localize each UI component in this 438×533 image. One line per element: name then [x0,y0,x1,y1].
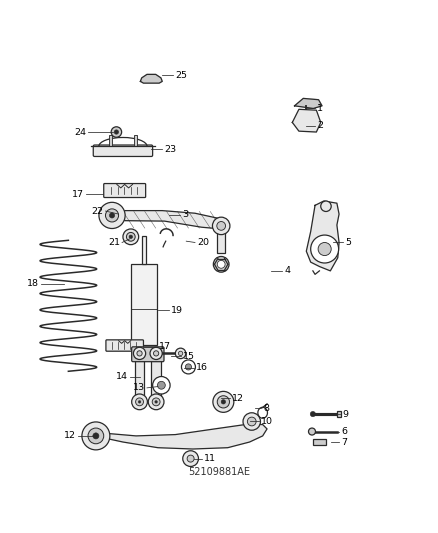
Text: 14: 14 [116,372,128,381]
Polygon shape [95,425,267,449]
Circle shape [318,243,331,256]
Text: 4: 4 [285,266,290,276]
Text: 9: 9 [343,409,349,418]
Circle shape [152,398,160,406]
Circle shape [129,235,133,239]
Circle shape [213,391,234,413]
Circle shape [212,217,230,235]
FancyBboxPatch shape [132,347,164,362]
Circle shape [183,451,198,466]
Circle shape [217,395,230,408]
Text: 20: 20 [197,238,209,247]
Circle shape [123,229,139,245]
Circle shape [88,428,104,444]
Circle shape [136,398,144,406]
Bar [131,264,157,345]
FancyBboxPatch shape [104,183,146,198]
FancyBboxPatch shape [93,145,152,157]
Circle shape [181,360,195,374]
Polygon shape [294,99,322,108]
Bar [313,439,325,445]
Circle shape [175,348,186,359]
Text: 17: 17 [159,342,171,351]
Bar [141,236,146,264]
Circle shape [106,209,119,222]
Text: 10: 10 [261,417,273,426]
Circle shape [127,232,135,241]
Text: 23: 23 [164,144,177,154]
Polygon shape [292,109,321,132]
Circle shape [311,235,339,263]
Circle shape [114,130,119,134]
Text: 12: 12 [232,394,244,403]
Circle shape [111,127,122,138]
Circle shape [153,351,159,356]
Circle shape [187,455,194,462]
Bar [109,135,112,147]
Circle shape [138,400,141,403]
Circle shape [132,394,148,410]
Bar [135,356,145,402]
Circle shape [308,428,315,435]
Circle shape [217,261,225,268]
Circle shape [185,364,191,370]
Text: 11: 11 [204,454,216,463]
Circle shape [150,348,162,359]
Text: 13: 13 [133,383,145,392]
Text: 7: 7 [341,438,347,447]
Text: 25: 25 [175,71,187,80]
Circle shape [93,433,99,439]
Circle shape [82,422,110,450]
Text: 2: 2 [317,122,323,131]
FancyBboxPatch shape [106,340,144,351]
Bar [217,230,225,253]
Circle shape [310,411,315,417]
Text: 18: 18 [27,279,39,288]
Circle shape [134,348,146,359]
Bar [134,135,137,147]
Bar [151,356,161,402]
Polygon shape [109,211,223,229]
Bar [337,411,341,417]
Circle shape [217,222,226,230]
Circle shape [213,256,229,272]
Text: 17: 17 [72,190,84,199]
Polygon shape [141,75,162,83]
Circle shape [155,400,157,403]
Text: 15: 15 [183,351,195,360]
Text: 24: 24 [74,127,86,136]
Text: 1: 1 [317,104,323,113]
Text: 22: 22 [91,207,103,215]
Text: 3: 3 [182,211,188,220]
Text: 19: 19 [171,305,183,314]
Circle shape [243,413,261,430]
Circle shape [110,213,115,218]
Circle shape [247,417,256,426]
Circle shape [321,201,331,212]
Text: 52109881AE: 52109881AE [188,467,250,477]
Circle shape [99,203,125,229]
Text: 21: 21 [108,238,120,247]
Polygon shape [306,201,339,271]
Circle shape [221,400,226,404]
Text: 8: 8 [264,404,269,413]
Circle shape [148,394,164,410]
Circle shape [178,351,183,356]
Circle shape [137,351,142,356]
Circle shape [152,376,170,394]
Text: 6: 6 [341,427,347,436]
Circle shape [157,381,165,389]
Text: 5: 5 [346,238,352,247]
Text: 16: 16 [196,364,208,372]
Text: 12: 12 [64,431,76,440]
